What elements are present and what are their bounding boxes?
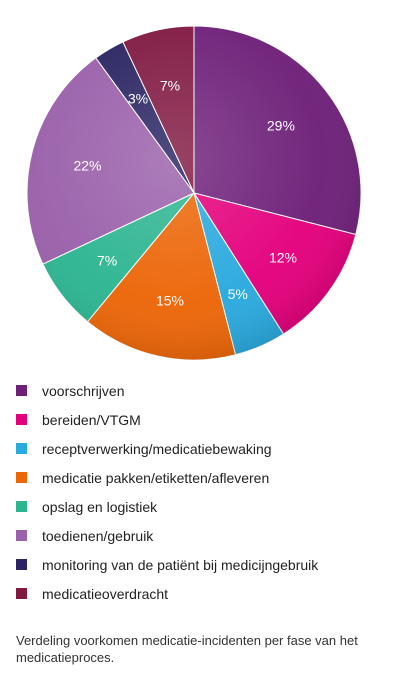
legend-item-receptverwerking-medicatiebewaking: receptverwerking/medicatiebewaking: [16, 434, 318, 463]
legend-swatch: [16, 443, 27, 454]
data-label-medicatie-pakken-etiketten-afleveren: 15%: [156, 292, 184, 308]
legend-item-bereiden-vtgm: bereiden/VTGM: [16, 405, 318, 434]
data-label-medicatieoverdracht: 7%: [160, 78, 180, 94]
legend-item-medicatieoverdracht: medicatieoverdracht: [16, 579, 318, 608]
data-label-voorschrijven: 29%: [267, 118, 295, 134]
pie-chart-svg: 29% 12% 5% 15% 7% 22% 3% 7%: [26, 25, 362, 361]
data-label-opslag-en-logistiek: 7%: [97, 252, 117, 268]
legend-label: receptverwerking/medicatiebewaking: [42, 440, 272, 457]
legend-label: opslag en logistiek: [42, 498, 158, 515]
legend-swatch: [16, 588, 27, 599]
pie-chart: 29% 12% 5% 15% 7% 22% 3% 7%: [26, 25, 362, 361]
legend-item-monitoring-van-de-pati-nt-bij-medicijngebruik: monitoring van de patiënt bij medicijnge…: [16, 550, 318, 579]
pie-slices: [26, 25, 362, 361]
data-label-bereiden-vtgm: 12%: [269, 250, 297, 266]
legend-label: medicatie pakken/etiketten/afleveren: [42, 469, 270, 486]
legend-label: bereiden/VTGM: [42, 411, 141, 428]
legend-label: toedienen/gebruik: [42, 527, 154, 544]
legend-swatch: [16, 559, 27, 570]
legend-label: voorschrijven: [42, 382, 125, 399]
legend-swatch: [16, 472, 27, 483]
legend: voorschrijven bereiden/VTGM receptverwerki…: [16, 376, 318, 608]
chart-caption: Verdeling voorkomen medicatie-incidenten…: [16, 633, 358, 665]
legend-label: medicatieoverdracht: [42, 585, 169, 602]
legend-item-medicatie-pakken-etiketten-afleveren: medicatie pakken/etiketten/afleveren: [16, 463, 318, 492]
legend-swatch: [16, 501, 27, 512]
legend-swatch: [16, 385, 27, 396]
legend-item-opslag-en-logistiek: opslag en logistiek: [16, 492, 318, 521]
legend-label: monitoring van de patiënt bij medicijnge…: [42, 556, 319, 573]
legend-item-toedienen-gebruik: toedienen/gebruik: [16, 521, 318, 550]
pie-data-labels: 29% 12% 5% 15% 7% 22% 3% 7%: [73, 78, 297, 309]
legend-item-voorschrijven: voorschrijven: [16, 376, 318, 405]
data-label-toedienen-gebruik: 22%: [73, 158, 101, 174]
legend-swatch: [16, 530, 27, 541]
legend-swatch: [16, 414, 27, 425]
data-label-receptverwerking-medicatiebewaking: 5%: [228, 286, 248, 302]
data-label-monitoring-van-de-pati-nt-bij-medicijngebruik: 3%: [128, 90, 148, 106]
